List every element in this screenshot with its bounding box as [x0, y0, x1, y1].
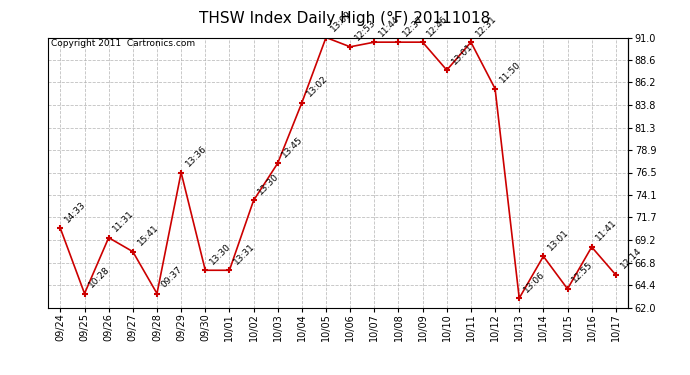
Text: 11:50: 11:50 [498, 60, 522, 84]
Text: 13:31: 13:31 [233, 242, 257, 266]
Text: 12:37: 12:37 [402, 13, 426, 38]
Text: 13:02: 13:02 [305, 74, 329, 99]
Text: 10:28: 10:28 [88, 265, 112, 290]
Text: 12:14: 12:14 [619, 246, 643, 271]
Text: 12:46: 12:46 [426, 13, 450, 38]
Text: 12:55: 12:55 [571, 260, 595, 285]
Text: 13:01: 13:01 [546, 228, 571, 252]
Text: 15:41: 15:41 [136, 223, 160, 248]
Text: 13:06: 13:06 [522, 269, 546, 294]
Text: 12:53: 12:53 [353, 18, 377, 43]
Text: Copyright 2011  Cartronics.com: Copyright 2011 Cartronics.com [51, 39, 195, 48]
Text: 11:41: 11:41 [595, 218, 619, 243]
Text: 13:09: 13:09 [329, 9, 353, 33]
Text: 12:31: 12:31 [474, 13, 498, 38]
Text: 13:36: 13:36 [184, 144, 208, 168]
Text: 11:31: 11:31 [112, 209, 136, 234]
Text: 13:45: 13:45 [281, 135, 305, 159]
Text: THSW Index Daily High (°F) 20111018: THSW Index Daily High (°F) 20111018 [199, 11, 491, 26]
Text: 13:01: 13:01 [450, 41, 474, 66]
Text: 13:30: 13:30 [208, 242, 233, 266]
Text: 13:30: 13:30 [257, 172, 281, 196]
Text: 14:33: 14:33 [63, 200, 88, 224]
Text: 11:44: 11:44 [377, 13, 402, 38]
Text: 09:37: 09:37 [160, 265, 184, 290]
